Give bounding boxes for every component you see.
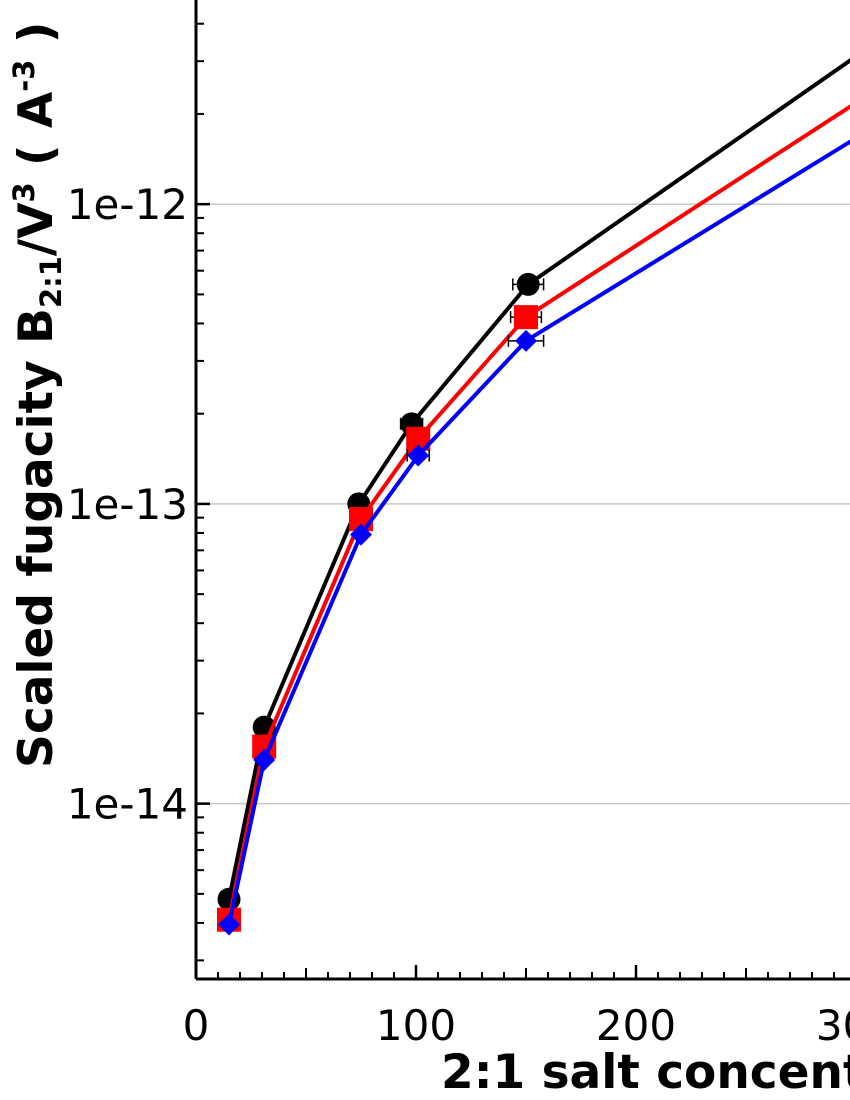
y-tick-label: 1e-14 [67,780,188,829]
y-tick-label: 1e-13 [67,480,188,529]
data-point-diamond [253,748,276,771]
axis-ticks: 1e-14 1e-13 1e-12 0 100 200 300 [67,22,850,1050]
series-3 [218,139,850,936]
x-tick-label: 200 [596,1001,676,1050]
x-tick-label: 100 [376,1001,456,1050]
y-axis-title-unit-close: ) [9,22,64,60]
data-point-diamond [407,444,430,467]
data-point-square [514,305,538,330]
axes [194,0,850,981]
y-tick-label: 1e-12 [67,180,188,229]
grid-lines [196,203,850,805]
series-2 [217,104,850,932]
data-point-circle [516,272,540,296]
series-line [227,58,850,900]
y-axis-title-main: Scaled fugacity B [9,308,64,768]
series-line [227,104,850,921]
y-axis-title: Scaled fugacity B2:1/V3 ( A-3 ) [7,22,68,768]
y-axis-title-mid: /V [9,202,64,256]
data-series [217,58,850,936]
y-axis-title-unit-superscript: -3 [7,60,41,92]
data-point-diamond [515,329,537,352]
series-line [227,139,850,925]
y-axis-title-superscript: 3 [7,182,41,202]
x-tick-label: 300 [816,1001,850,1050]
y-axis-title-unit-open: ( A [9,91,64,182]
data-point-diamond [350,523,372,546]
data-point-diamond [218,913,240,936]
x-tick-label: 0 [183,1001,210,1050]
y-axis-title-subscript: 2:1 [34,256,68,308]
x-axis-title: 2:1 salt concent [441,1045,850,1100]
